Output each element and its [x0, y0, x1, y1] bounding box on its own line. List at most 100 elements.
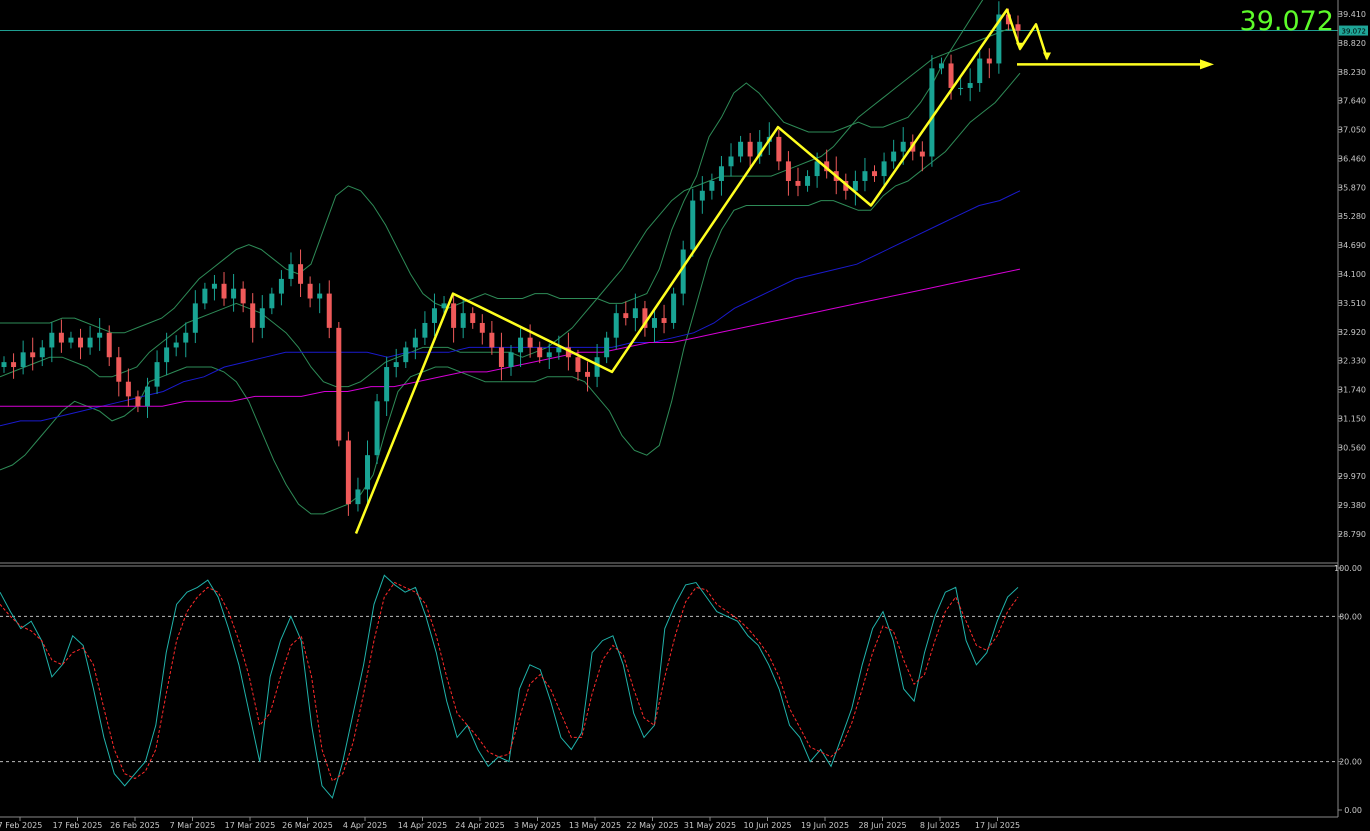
- bear-candle[interactable]: [11, 362, 17, 368]
- bull-candle[interactable]: [738, 141, 744, 157]
- bear-candle[interactable]: [298, 264, 304, 284]
- bear-candle[interactable]: [785, 161, 791, 181]
- bear-candle[interactable]: [1005, 14, 1011, 25]
- bear-candle[interactable]: [326, 293, 332, 328]
- bear-candle[interactable]: [336, 327, 342, 441]
- bull-candle[interactable]: [460, 313, 466, 328]
- bear-candle[interactable]: [1015, 24, 1021, 31]
- bear-candle[interactable]: [565, 347, 571, 358]
- bull-candle[interactable]: [317, 293, 323, 299]
- bear-candle[interactable]: [479, 322, 485, 333]
- bear-candle[interactable]: [776, 136, 782, 162]
- bull-candle[interactable]: [862, 171, 868, 181]
- bear-candle[interactable]: [106, 332, 112, 358]
- bear-candle[interactable]: [872, 171, 878, 177]
- bull-candle[interactable]: [958, 87, 964, 89]
- bear-candle[interactable]: [575, 357, 581, 372]
- bear-candle[interactable]: [451, 303, 457, 328]
- bull-candle[interactable]: [805, 176, 811, 186]
- bull-candle[interactable]: [49, 332, 55, 348]
- bear-candle[interactable]: [125, 381, 131, 397]
- bull-candle[interactable]: [164, 347, 170, 363]
- bull-candle[interactable]: [604, 337, 610, 358]
- bear-candle[interactable]: [795, 180, 801, 186]
- bull-candle[interactable]: [1, 362, 7, 368]
- bear-candle[interactable]: [986, 58, 992, 64]
- bear-candle[interactable]: [537, 347, 543, 358]
- bear-candle[interactable]: [345, 440, 351, 505]
- bear-candle[interactable]: [78, 337, 84, 348]
- bull-candle[interactable]: [508, 352, 514, 368]
- bull-candle[interactable]: [365, 455, 371, 490]
- bull-candle[interactable]: [288, 264, 294, 279]
- bull-candle[interactable]: [269, 293, 275, 309]
- bull-candle[interactable]: [881, 161, 887, 177]
- bear-candle[interactable]: [58, 332, 64, 343]
- bull-candle[interactable]: [412, 337, 418, 348]
- bull-candle[interactable]: [709, 180, 715, 191]
- bull-candle[interactable]: [192, 303, 198, 333]
- bull-candle[interactable]: [144, 386, 150, 407]
- bear-candle[interactable]: [489, 332, 495, 348]
- bull-candle[interactable]: [728, 156, 734, 167]
- bull-candle[interactable]: [393, 362, 399, 368]
- bull-candle[interactable]: [852, 180, 858, 191]
- bull-candle[interactable]: [938, 63, 944, 69]
- bear-candle[interactable]: [919, 151, 925, 157]
- bull-candle[interactable]: [671, 293, 677, 323]
- bear-candle[interactable]: [250, 303, 256, 328]
- bull-candle[interactable]: [814, 161, 820, 177]
- bear-candle[interactable]: [135, 396, 141, 407]
- bull-candle[interactable]: [556, 347, 562, 353]
- bull-candle[interactable]: [87, 337, 93, 348]
- bull-candle[interactable]: [929, 68, 935, 157]
- bear-candle[interactable]: [221, 283, 227, 299]
- bull-candle[interactable]: [20, 352, 26, 368]
- bear-candle[interactable]: [307, 283, 313, 299]
- bull-candle[interactable]: [173, 342, 179, 348]
- bull-candle[interactable]: [613, 313, 619, 338]
- bull-candle[interactable]: [154, 362, 160, 387]
- bull-candle[interactable]: [699, 190, 705, 201]
- bull-candle[interactable]: [680, 249, 686, 294]
- bull-candle[interactable]: [278, 278, 284, 294]
- bull-candle[interactable]: [441, 303, 447, 309]
- bull-candle[interactable]: [39, 347, 45, 358]
- bull-candle[interactable]: [996, 14, 1002, 64]
- bull-candle[interactable]: [718, 166, 724, 181]
- bull-candle[interactable]: [231, 288, 237, 299]
- bear-candle[interactable]: [824, 161, 830, 172]
- bear-candle[interactable]: [747, 141, 753, 157]
- bear-candle[interactable]: [623, 313, 629, 319]
- bull-candle[interactable]: [594, 357, 600, 377]
- bull-candle[interactable]: [977, 58, 983, 84]
- bull-candle[interactable]: [355, 489, 361, 505]
- bear-candle[interactable]: [498, 347, 504, 368]
- bull-candle[interactable]: [211, 283, 217, 289]
- bear-candle[interactable]: [240, 288, 246, 304]
- bull-candle[interactable]: [651, 318, 657, 328]
- bear-candle[interactable]: [527, 337, 533, 348]
- bear-candle[interactable]: [661, 318, 667, 323]
- bull-candle[interactable]: [384, 367, 390, 402]
- bear-candle[interactable]: [585, 371, 591, 377]
- price-pane[interactable]: [0, 0, 1338, 534]
- bear-candle[interactable]: [30, 352, 36, 358]
- bull-candle[interactable]: [518, 337, 524, 353]
- bull-candle[interactable]: [690, 200, 696, 250]
- bull-candle[interactable]: [259, 308, 265, 328]
- bull-candle[interactable]: [757, 141, 763, 157]
- bull-candle[interactable]: [891, 151, 897, 162]
- bull-candle[interactable]: [967, 83, 973, 88]
- bull-candle[interactable]: [900, 141, 906, 152]
- bull-candle[interactable]: [422, 322, 428, 338]
- bull-candle[interactable]: [374, 401, 380, 456]
- stochastic-pane[interactable]: [0, 574, 1338, 799]
- bear-candle[interactable]: [470, 313, 476, 323]
- bear-candle[interactable]: [116, 357, 122, 382]
- bull-candle[interactable]: [403, 347, 409, 363]
- bear-candle[interactable]: [642, 308, 648, 328]
- bull-candle[interactable]: [97, 332, 103, 338]
- bull-candle[interactable]: [202, 288, 208, 304]
